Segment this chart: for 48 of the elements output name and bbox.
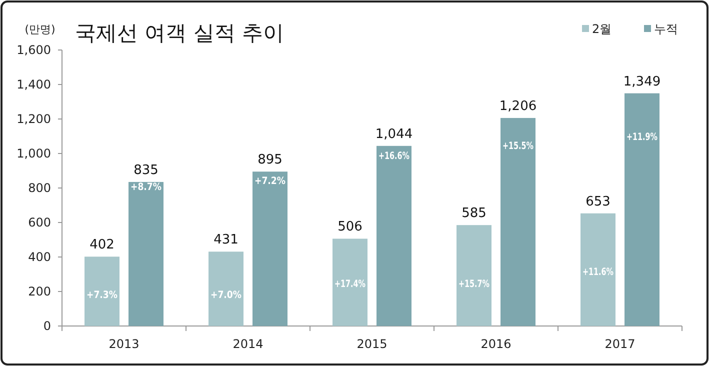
x-tick-label: 2013 — [108, 337, 140, 351]
x-tick-label: 2017 — [604, 337, 636, 351]
y-tick-label: 600 — [28, 216, 51, 230]
x-tick-label: 2016 — [480, 337, 512, 351]
bar — [208, 252, 244, 326]
data-label: 653 — [586, 194, 610, 210]
y-tick-label: 1,400 — [16, 78, 51, 92]
y-tick-label: 1,200 — [16, 112, 51, 126]
y-tick-label: 1,000 — [16, 146, 51, 160]
annotation: +15.7% — [458, 279, 502, 290]
annotation: +16.6% — [378, 151, 422, 162]
bar — [128, 182, 164, 326]
bar — [580, 213, 616, 326]
bar — [624, 93, 660, 326]
annotation: +17.4% — [334, 279, 378, 290]
data-label: 402 — [90, 238, 114, 253]
y-tick-label: 800 — [28, 181, 51, 195]
bar — [376, 146, 412, 326]
y-tick-label: 200 — [28, 284, 51, 298]
data-label: 585 — [462, 206, 486, 222]
data-label: 1,349 — [623, 74, 661, 90]
y-tick-label: 0 — [43, 319, 51, 333]
y-tick-label: 400 — [28, 250, 51, 264]
bar — [500, 118, 536, 326]
annotation: +7.0% — [210, 290, 247, 301]
bar — [252, 172, 288, 326]
annotation: +15.5% — [502, 141, 546, 152]
data-label: 431 — [214, 232, 238, 248]
data-label: 1,044 — [375, 126, 413, 142]
annotation: +11.6% — [582, 266, 626, 278]
x-tick-label: 2014 — [232, 337, 264, 351]
annotation: +7.3% — [86, 290, 123, 301]
bar — [456, 225, 492, 326]
legend-label: 누적 — [654, 22, 678, 36]
data-label: 835 — [134, 162, 158, 178]
y-axis-title: (만명) — [24, 23, 56, 36]
annotation: +7.2% — [254, 176, 291, 188]
annotation: +11.9% — [626, 132, 670, 144]
annotation: +8.7% — [130, 182, 167, 194]
data-label: 1,206 — [499, 98, 537, 114]
bar — [84, 256, 120, 326]
data-label: 506 — [338, 220, 362, 235]
y-tick-label: 1,600 — [16, 43, 51, 57]
data-label: 895 — [258, 152, 282, 168]
bar — [332, 238, 368, 326]
chart-title: 국제선 여객 실적 추이 — [75, 21, 284, 45]
legend-label: 2월 — [592, 22, 612, 36]
x-tick-label: 2015 — [356, 337, 388, 351]
